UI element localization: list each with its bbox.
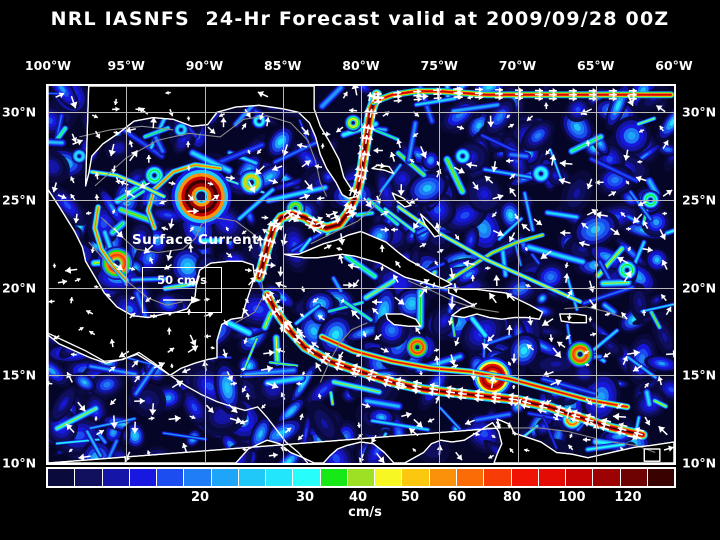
lat-tick-label: 30°N xyxy=(682,104,717,120)
gridline-vertical xyxy=(596,86,597,463)
lon-tick-label: 95°W xyxy=(107,58,145,73)
colorbar-tick-label: 100 xyxy=(558,490,586,505)
colorbar-cell xyxy=(402,469,430,486)
colorbar-cell xyxy=(647,469,675,486)
colorbar-tick-label: 50 xyxy=(400,490,420,505)
lon-tick-label: 100°W xyxy=(24,58,72,73)
lon-tick-label: 65°W xyxy=(577,58,615,73)
colorbar-cell xyxy=(620,469,648,486)
colorbar-tick-label: 120 xyxy=(614,490,642,505)
lon-tick-label: 70°W xyxy=(498,58,537,73)
gridline-horizontal xyxy=(48,375,674,376)
gridline-vertical xyxy=(361,86,362,463)
page-title: NRL IASNFS 24-Hr Forecast valid at 2009/… xyxy=(50,8,670,30)
colorbar-unit-label: cm/s xyxy=(348,505,382,520)
colorbar-cell xyxy=(511,469,539,486)
colorbar-cell xyxy=(129,469,158,486)
scale-value-label: 50 cm/s xyxy=(157,273,207,287)
colorbar-cell xyxy=(211,469,239,486)
lon-tick-label: 90°W xyxy=(185,58,224,73)
colorbar-tick-label: 20 xyxy=(190,490,210,505)
gridline-vertical xyxy=(518,86,519,463)
lat-tick-label: 25°N xyxy=(2,192,37,208)
right-arrow-icon xyxy=(163,296,201,304)
map-canvas xyxy=(48,86,674,463)
colorbar-cell xyxy=(566,469,594,486)
lon-tick-label: 80°W xyxy=(342,58,380,73)
colorbar-cell xyxy=(593,469,621,486)
gridline-vertical xyxy=(283,86,284,463)
colorbar-cell xyxy=(238,469,267,486)
gridline-horizontal xyxy=(48,288,674,289)
colorbar-cell xyxy=(347,469,376,486)
gridline-vertical xyxy=(439,86,440,463)
colorbar xyxy=(46,467,676,488)
lon-tick-label: 85°W xyxy=(264,58,302,73)
lat-tick-label: 10°N xyxy=(682,455,717,471)
lat-tick-label: 15°N xyxy=(682,367,717,383)
colorbar-cell xyxy=(456,469,485,486)
colorbar-cell xyxy=(484,469,512,486)
colorbar-cell xyxy=(538,469,567,486)
colorbar-cell xyxy=(375,469,403,486)
lat-tick-label: 30°N xyxy=(2,104,37,120)
colorbar-cell xyxy=(102,469,130,486)
scale-legend-box: 50 cm/s xyxy=(142,267,222,313)
colorbar-cell xyxy=(75,469,103,486)
surface-current-label: Surface Current xyxy=(132,232,259,248)
lat-tick-label: 15°N xyxy=(2,367,37,383)
lon-tick-label: 75°W xyxy=(420,58,458,73)
colorbar-tick-label: 40 xyxy=(348,490,368,505)
colorbar-cell xyxy=(266,469,294,486)
map-plot-area: Surface Current 50 cm/s xyxy=(46,84,676,465)
gridline-horizontal xyxy=(48,200,674,201)
lat-tick-label: 20°N xyxy=(2,280,37,296)
lon-tick-label: 60°W xyxy=(655,58,693,73)
lat-tick-label: 25°N xyxy=(682,192,717,208)
lat-tick-label: 20°N xyxy=(682,280,717,296)
colorbar-tick-label: 60 xyxy=(447,490,467,505)
colorbar-cell xyxy=(184,469,212,486)
colorbar-cell xyxy=(293,469,321,486)
gridline-vertical xyxy=(126,86,127,463)
colorbar-tick-label: 80 xyxy=(502,490,522,505)
colorbar-cell xyxy=(157,469,185,486)
gridline-horizontal xyxy=(48,112,674,113)
colorbar-tick-label: 30 xyxy=(295,490,315,505)
gridline-vertical xyxy=(205,86,206,463)
colorbar-cell xyxy=(429,469,457,486)
colorbar-cell xyxy=(320,469,348,486)
lat-tick-label: 10°N xyxy=(2,455,37,471)
colorbar-cell xyxy=(48,469,76,486)
